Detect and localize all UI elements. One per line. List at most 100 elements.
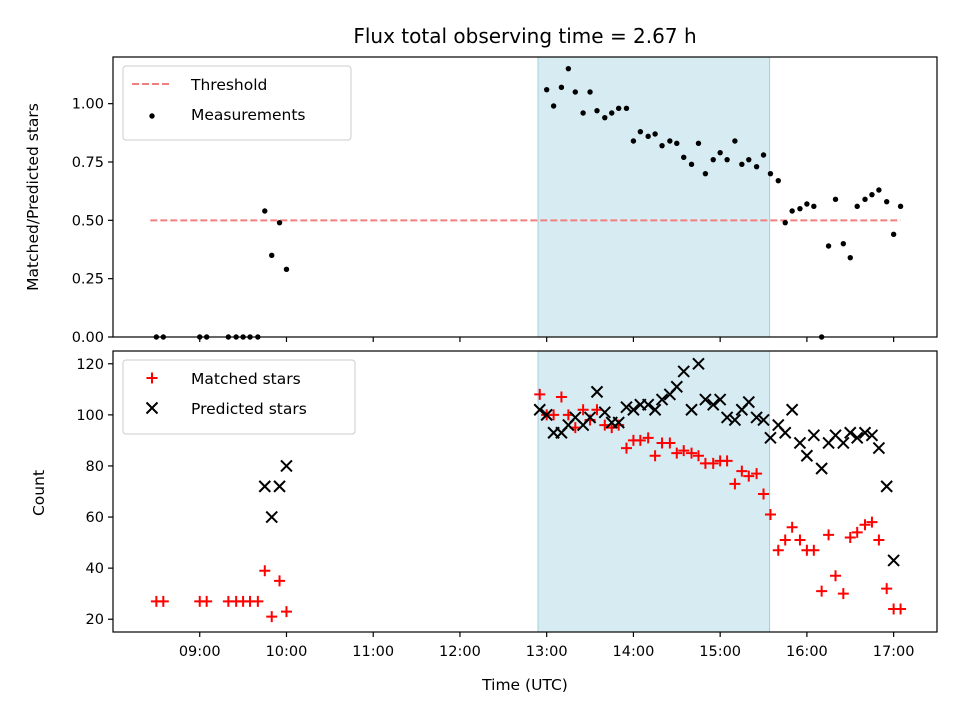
top-dot-point-25 bbox=[630, 138, 637, 144]
bottom-plus-point-35 bbox=[692, 450, 704, 462]
top-dot-point-39 bbox=[732, 138, 738, 144]
bottom-cross-point-20 bbox=[648, 403, 662, 416]
bottom-plus-point-11 bbox=[274, 575, 286, 587]
bottom-cross-point-28 bbox=[707, 398, 720, 411]
bottom-cross-point-36 bbox=[764, 431, 777, 445]
top-dot-point-49 bbox=[804, 201, 810, 207]
bottom-cross-point-17 bbox=[627, 403, 640, 416]
top-dot-point-9 bbox=[262, 208, 268, 214]
bottom-plus-point-58 bbox=[859, 519, 871, 531]
bottom-legend-label-1: Predicted stars bbox=[191, 400, 307, 418]
bottom-cross-point-30 bbox=[720, 411, 734, 424]
top-dot-point-50 bbox=[811, 203, 817, 210]
bottom-legend-plus-swatch bbox=[146, 372, 158, 384]
top-dot-point-15 bbox=[558, 84, 565, 91]
top-dot-point-56 bbox=[854, 203, 860, 210]
top-dot-point-47 bbox=[789, 208, 795, 214]
top-dot-point-20 bbox=[594, 107, 600, 114]
bottom-cross-point-16 bbox=[620, 400, 633, 414]
bottom-plus-point-46 bbox=[772, 544, 784, 556]
top-dot-point-36 bbox=[710, 156, 716, 163]
x-tick-label-7: 16:00 bbox=[786, 644, 828, 660]
bottom-plus-point-56 bbox=[844, 531, 856, 543]
bottom-cross-point-23 bbox=[670, 380, 683, 393]
bottom-cross-point-13 bbox=[598, 406, 612, 419]
bottom-plus-point-21 bbox=[591, 404, 603, 416]
bottom-cross-point-47 bbox=[844, 426, 857, 439]
top-dot-point-60 bbox=[883, 198, 890, 205]
x-tick-label-5: 14:00 bbox=[613, 644, 655, 660]
bottom-shaded-interval bbox=[537, 350, 771, 633]
bottom-y-tick-label-2: 60 bbox=[86, 510, 104, 526]
bottom-plus-point-23 bbox=[606, 422, 618, 434]
bottom-plus-point-29 bbox=[649, 450, 661, 462]
x-axis-label: Time (UTC) bbox=[481, 676, 568, 694]
top-dot-point-41 bbox=[746, 156, 752, 163]
bottom-cross-point-33 bbox=[742, 395, 755, 409]
bottom-cross-point-1 bbox=[265, 510, 278, 524]
bottom-cross-point-0 bbox=[258, 480, 271, 493]
top-legend-label-1: Measurements bbox=[191, 106, 306, 124]
bottom-plus-point-51 bbox=[808, 544, 820, 556]
bottom-plus-point-32 bbox=[671, 447, 683, 459]
bottom-cross-point-50 bbox=[865, 429, 879, 442]
bottom-plus-point-33 bbox=[678, 445, 690, 457]
bottom-plus-point-52 bbox=[816, 585, 828, 597]
bottom-plus-point-43 bbox=[751, 468, 763, 480]
bottom-plus-point-31 bbox=[664, 437, 676, 449]
top-legend-dot-swatch bbox=[149, 113, 155, 119]
top-dot-point-29 bbox=[659, 142, 665, 149]
bottom-plus-point-45 bbox=[764, 508, 776, 520]
top-y-tick-label-0: 0.00 bbox=[72, 330, 104, 346]
bottom-plus-point-54 bbox=[830, 570, 842, 582]
bottom-y-tick-label-5: 120 bbox=[76, 357, 104, 373]
top-dot-point-34 bbox=[695, 140, 702, 147]
bottom-plus-point-49 bbox=[794, 534, 806, 546]
bottom-plus-point-42 bbox=[743, 470, 755, 482]
bottom-plus-point-28 bbox=[642, 432, 654, 444]
bottom-legend-label-0: Matched stars bbox=[191, 370, 301, 388]
bottom-plus-point-60 bbox=[873, 534, 885, 546]
bottom-plus-point-15 bbox=[548, 409, 560, 421]
bottom-cross-point-40 bbox=[793, 436, 807, 450]
top-dot-point-62 bbox=[897, 203, 904, 210]
top-dot-point-55 bbox=[847, 254, 853, 261]
bottom-plus-point-34 bbox=[686, 447, 698, 459]
top-dot-point-10 bbox=[269, 252, 275, 259]
bottom-cross-point-27 bbox=[699, 393, 712, 406]
bottom-cross-point-34 bbox=[750, 411, 763, 424]
bottom-plus-point-19 bbox=[577, 404, 589, 416]
x-tick-label-2: 11:00 bbox=[352, 644, 394, 660]
top-legend bbox=[122, 65, 352, 141]
top-dot-point-31 bbox=[674, 140, 680, 147]
top-dot-point-16 bbox=[565, 65, 572, 72]
bottom-y-axis-label: Count bbox=[30, 470, 48, 516]
top-dot-point-26 bbox=[637, 128, 644, 135]
bottom-cross-point-3 bbox=[280, 459, 293, 473]
bottom-cross-point-2 bbox=[273, 480, 286, 493]
top-dot-point-46 bbox=[782, 219, 788, 226]
top-dot-point-18 bbox=[580, 110, 586, 116]
bottom-cross-point-26 bbox=[692, 357, 705, 370]
top-legend-label-0: Threshold bbox=[190, 76, 267, 94]
top-dot-point-59 bbox=[876, 187, 882, 193]
bottom-plus-point-12 bbox=[280, 606, 292, 618]
bottom-legend-cross-swatch bbox=[145, 401, 159, 415]
top-dot-point-22 bbox=[609, 110, 615, 116]
bottom-plus-point-25 bbox=[620, 442, 632, 454]
bottom-plus-point-37 bbox=[707, 457, 719, 469]
top-axes-frame bbox=[112, 56, 938, 338]
bottom-cross-point-4 bbox=[533, 403, 546, 416]
top-y-tick-label-1: 0.25 bbox=[72, 272, 104, 288]
bottom-y-tick-label-4: 100 bbox=[76, 408, 104, 424]
bottom-plus-point-48 bbox=[786, 521, 798, 533]
bottom-plus-point-27 bbox=[634, 434, 646, 446]
x-tick-label-0: 09:00 bbox=[179, 644, 221, 660]
bottom-cross-point-49 bbox=[858, 426, 872, 439]
top-dot-point-17 bbox=[572, 89, 579, 95]
bottom-cross-point-21 bbox=[655, 393, 669, 406]
bottom-cross-point-51 bbox=[872, 441, 886, 455]
x-tick-label-6: 15:00 bbox=[699, 644, 741, 660]
bottom-cross-point-41 bbox=[800, 449, 814, 462]
